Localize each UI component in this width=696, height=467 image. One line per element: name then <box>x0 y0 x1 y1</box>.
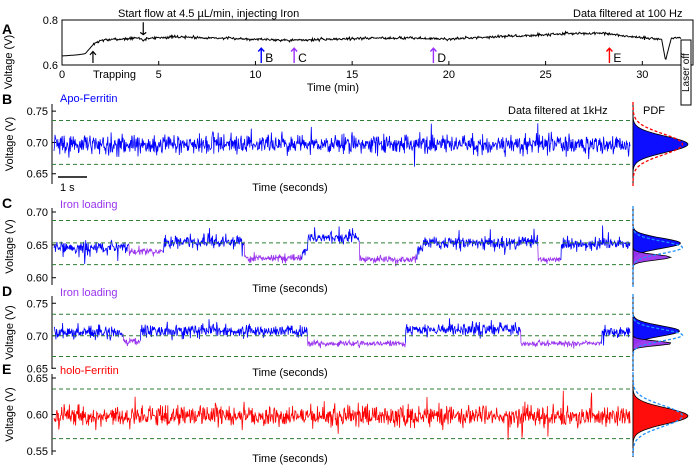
ytick-label: 0.60 <box>27 273 48 285</box>
pdf-fit-curve <box>632 294 684 371</box>
panel-letter-d: D <box>2 283 12 299</box>
panel-c: C Voltage (V) 0.60 0.65 0.70 Iron loading Time… <box>2 195 684 295</box>
trace-segment <box>53 239 130 265</box>
panel-a-xlabel: Time (min) <box>307 82 359 94</box>
ytick-label: 0.65 <box>27 240 48 252</box>
panel-a-frame <box>61 19 694 66</box>
ytick-label: 0.70 <box>27 207 48 219</box>
marker-label-c: C <box>298 51 307 65</box>
ytick-label: 0.65 <box>27 169 48 181</box>
panel-c-title: Iron loading <box>60 199 118 211</box>
panel-b-ylabel: Voltage (V) <box>4 117 16 171</box>
trace-segment <box>537 246 562 264</box>
panel-a-ylabel: Voltage (V) <box>3 35 15 89</box>
trace-segment <box>243 241 303 264</box>
trace-segment <box>405 318 521 343</box>
ytick-label: 0.70 <box>27 331 48 343</box>
panel-c-xlabel: Time (seconds) <box>252 283 327 295</box>
panel-e-title: holo-Ferritin <box>60 365 119 377</box>
a-ytick-label: 0.8 <box>43 15 58 27</box>
marker-arrow-d <box>429 47 437 63</box>
ytick-label: 0.70 <box>27 137 48 149</box>
a-xtick-label: 25 <box>539 69 551 81</box>
ytick-label: 0.60 <box>27 410 48 422</box>
pdf-fill <box>632 294 681 371</box>
pdf-fit-curve <box>632 372 684 457</box>
trace-segment <box>520 329 602 349</box>
pdf-fit-curve <box>632 102 684 186</box>
panel-b-title: Apo-Ferritin <box>60 93 117 105</box>
panel-letter-e: E <box>2 361 11 377</box>
panel-a-xticks: 0 5 10 15 20 25 30 <box>59 61 648 81</box>
trapping-label: Trapping <box>93 69 136 81</box>
marker-arrow-c <box>290 47 298 63</box>
panel-letter-a: A <box>2 21 12 37</box>
filter-100hz-annotation: Data filtered at 100 Hz <box>573 8 682 20</box>
ytick-label: 0.65 <box>27 373 48 385</box>
pdf-label: PDF <box>643 105 665 117</box>
panel-e: E Voltage (V) 0.55 0.60 0.65 holo-Ferritin Tim… <box>2 361 689 465</box>
a-xtick-label: 30 <box>636 69 648 81</box>
ytick-label: 0.75 <box>27 298 48 310</box>
panel-d-xlabel: Time (seconds) <box>252 367 327 379</box>
panel-c-ylabel: Voltage (V) <box>4 219 16 273</box>
trace-segment <box>600 324 631 346</box>
panel-d-title: Iron loading <box>60 287 118 299</box>
marker-arrow-b <box>257 47 265 63</box>
a-xtick-label: 15 <box>346 69 358 81</box>
panel-a-trace <box>61 30 682 61</box>
marker-label-e: E <box>613 51 621 65</box>
panel-letter-b: B <box>2 91 12 107</box>
trace-segment <box>301 226 360 260</box>
panel-a: A Voltage (V) 0.6 0.8 0 5 10 15 20 25 30 Time (… <box>2 8 694 106</box>
pdf-fit-curve <box>632 206 684 287</box>
scale-bar-label: 1 s <box>60 182 75 194</box>
start-flow-arrow <box>139 22 147 36</box>
panel-a-markers: B C D E <box>257 47 621 65</box>
panel-a-yticks: 0.6 0.8 <box>43 15 66 72</box>
trace-segment <box>307 336 406 349</box>
trace-segment <box>122 333 141 347</box>
trace-segment <box>53 123 631 167</box>
panel-e-xlabel: Time (seconds) <box>252 453 327 465</box>
marker-label-d: D <box>437 51 446 65</box>
start-flow-annotation: Start flow at 4.5 µL/min, injecting Iron <box>118 8 299 20</box>
trace-segment <box>140 319 308 341</box>
trace-segment <box>53 390 631 440</box>
pdf-fill <box>632 102 689 186</box>
pdf-fill <box>632 206 681 287</box>
trace-segment <box>358 241 418 267</box>
ytick-label: 0.75 <box>27 106 48 118</box>
panel-d-ylabel: Voltage (V) <box>4 305 16 359</box>
a-xtick-label: 10 <box>249 69 261 81</box>
marker-arrow-e <box>605 47 613 63</box>
ytick-label: 0.55 <box>27 446 48 458</box>
laser-off-box <box>680 39 692 106</box>
panel-d: D Voltage (V) 0.65 0.70 0.75 Iron loading Time… <box>2 283 684 379</box>
pdf-fill <box>632 372 689 457</box>
trace-segment <box>163 228 245 257</box>
a-xtick-label: 0 <box>59 69 65 81</box>
trace-segment <box>53 322 124 341</box>
trace-segment <box>128 244 164 257</box>
a-xtick-label: 5 <box>156 69 162 81</box>
laser-off-label: Laser off <box>681 53 692 92</box>
marker-label-b: B <box>265 51 273 65</box>
panel-b: B Voltage (V) 0.65 0.70 0.75 Apo-Ferritin Time… <box>2 91 689 194</box>
filter-1khz-annotation: Data filtered at 1kHz <box>508 105 608 117</box>
trace-segment <box>416 228 539 260</box>
panel-letter-c: C <box>2 195 12 211</box>
panel-b-xlabel: Time (seconds) <box>252 182 327 194</box>
a-xtick-label: 20 <box>443 69 455 81</box>
trapping-arrow <box>89 50 97 63</box>
a-ytick-label: 0.6 <box>43 60 58 72</box>
ytick-label: 0.65 <box>27 363 48 375</box>
panel-e-ylabel: Voltage (V) <box>4 387 16 441</box>
